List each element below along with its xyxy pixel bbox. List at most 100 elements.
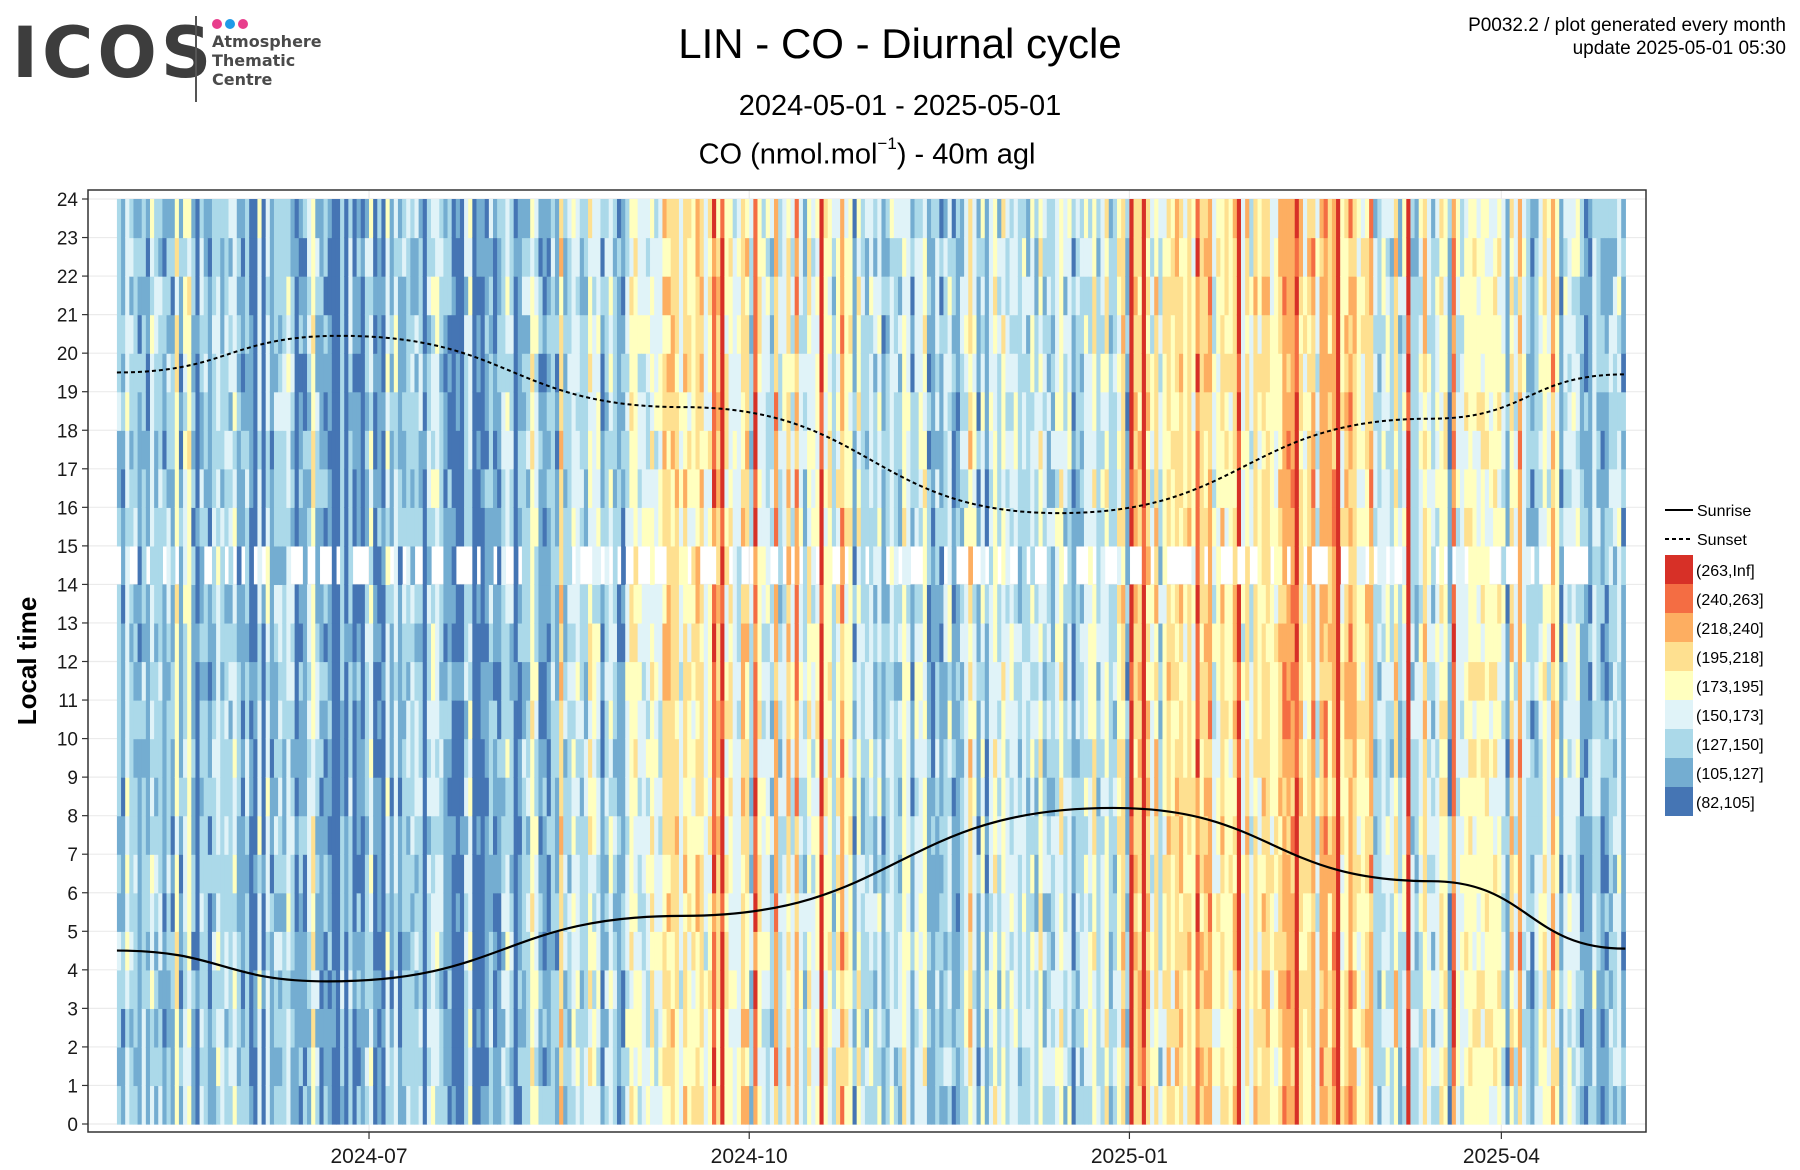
heatmap-cell <box>273 815 279 855</box>
heatmap-cell <box>869 1046 874 1087</box>
heatmap-cell <box>563 815 568 855</box>
heatmap-cell <box>625 276 630 316</box>
heatmap-cell <box>261 661 267 701</box>
heatmap-cell <box>935 661 940 701</box>
heatmap-cell <box>782 237 788 277</box>
heatmap-cell <box>802 854 808 894</box>
heatmap-cell <box>228 545 234 586</box>
heatmap-cell <box>125 507 130 547</box>
heatmap-cell <box>257 430 263 470</box>
heatmap-cell <box>402 1008 407 1048</box>
heatmap-cell <box>220 738 225 778</box>
heatmap-cell <box>955 584 961 624</box>
heatmap-cell <box>356 237 362 277</box>
heatmap-cell <box>732 545 738 586</box>
heatmap-cell <box>307 815 312 855</box>
heatmap-cell <box>902 661 907 701</box>
heatmap-cell <box>509 430 515 470</box>
heatmap-cell <box>761 391 767 431</box>
heatmap-cell <box>257 1046 263 1087</box>
heatmap-cell <box>976 777 982 817</box>
heatmap-cell <box>360 931 366 971</box>
heatmap-cell <box>521 468 527 508</box>
heatmap-cell <box>931 738 936 778</box>
heatmap-cell <box>712 391 717 431</box>
heatmap-cell <box>240 1085 246 1125</box>
heatmap-cell <box>121 700 126 740</box>
heatmap-cell <box>931 199 936 239</box>
heatmap-cell <box>207 237 213 277</box>
heatmap-cell <box>687 622 692 663</box>
heatmap-cell <box>443 661 449 701</box>
heatmap-cell <box>170 391 176 431</box>
heatmap-cell <box>761 661 767 701</box>
heatmap-cell <box>468 507 473 547</box>
heatmap-cell <box>844 276 850 316</box>
heatmap-cell <box>335 199 341 239</box>
heatmap-cell <box>691 1046 697 1087</box>
heatmap-cell <box>889 430 895 470</box>
heatmap-cell <box>154 507 159 547</box>
heatmap-cell <box>269 661 275 701</box>
heatmap-cell <box>902 468 907 508</box>
heatmap-cell <box>488 622 494 663</box>
heatmap-cell <box>290 314 296 354</box>
heatmap-cell <box>678 584 684 624</box>
heatmap-cell <box>774 738 779 778</box>
heatmap-cell <box>480 1046 486 1087</box>
heatmap-cell <box>373 1085 378 1125</box>
heatmap-cell <box>174 854 180 894</box>
heatmap-cell <box>447 199 453 239</box>
heatmap-cell <box>298 353 304 393</box>
heatmap-cell <box>728 507 734 547</box>
heatmap-cell <box>265 391 271 431</box>
heatmap-cell <box>856 353 862 393</box>
heatmap-cell <box>588 468 593 508</box>
heatmap-cell <box>492 738 498 778</box>
heatmap-cell <box>340 314 345 354</box>
heatmap-cell <box>629 777 635 817</box>
heatmap-cell <box>240 661 246 701</box>
heatmap-cell <box>654 700 659 740</box>
heatmap-cell <box>381 545 387 586</box>
heatmap-cell <box>340 584 345 624</box>
heatmap-cell <box>439 892 445 932</box>
heatmap-cell <box>943 700 949 740</box>
heatmap-cell <box>724 1046 730 1087</box>
heatmap-cell <box>125 969 130 1009</box>
heatmap-cell <box>319 622 325 663</box>
heatmap-cell <box>616 314 622 354</box>
heatmap-cell <box>877 777 883 817</box>
heatmap-cell <box>174 969 180 1009</box>
heatmap-cell <box>542 353 548 393</box>
heatmap-cell <box>910 854 916 894</box>
heatmap-cell <box>397 314 403 354</box>
heatmap-cell <box>521 931 527 971</box>
heatmap-cell <box>174 584 180 624</box>
heatmap-cell <box>823 1008 829 1048</box>
heatmap-cell <box>976 468 982 508</box>
heatmap-cell <box>592 507 597 547</box>
heatmap-cell <box>435 969 440 1009</box>
heatmap-cell <box>335 969 341 1009</box>
heatmap-cell <box>418 314 424 354</box>
heatmap-cell <box>881 969 887 1009</box>
heatmap-cell <box>464 276 469 316</box>
heatmap-cell <box>377 353 383 393</box>
heatmap-cell <box>604 391 610 431</box>
heatmap-cell <box>935 854 940 894</box>
heatmap-cell <box>505 430 511 470</box>
heatmap-cell <box>290 507 296 547</box>
heatmap-cell <box>745 507 750 547</box>
heatmap-cell <box>228 738 234 778</box>
heatmap-cell <box>154 738 159 778</box>
heatmap-cell <box>724 199 730 239</box>
heatmap-cell <box>282 854 287 894</box>
heatmap-cell <box>410 545 416 586</box>
heatmap-cell <box>935 507 940 547</box>
heatmap-cell <box>340 391 345 431</box>
heatmap-cell <box>170 815 176 855</box>
heatmap-cell <box>666 468 672 508</box>
heatmap-cell <box>807 237 812 277</box>
heatmap-cell <box>856 738 862 778</box>
